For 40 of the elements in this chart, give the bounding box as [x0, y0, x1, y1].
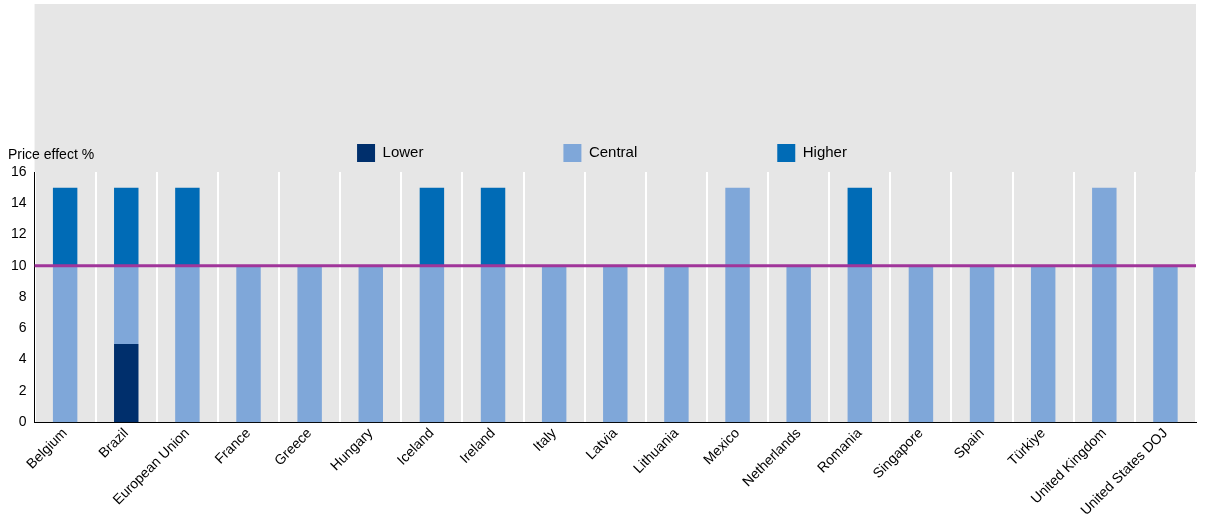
- bar: [847, 265, 873, 423]
- y-tick-label: 14: [10, 194, 27, 211]
- bar: [725, 187, 750, 423]
- y-tick-label: 0: [18, 413, 27, 429]
- bar: [786, 265, 811, 423]
- bar: [603, 265, 628, 423]
- bar: [52, 187, 78, 266]
- bar: [480, 187, 506, 266]
- bar: [664, 265, 689, 423]
- bar: [480, 265, 506, 423]
- y-tick-label: 10: [10, 256, 27, 273]
- legend-label: Higher: [802, 143, 847, 161]
- bar: [114, 343, 139, 423]
- bar: [541, 265, 567, 423]
- bar: [847, 187, 873, 266]
- bar: [1030, 265, 1056, 423]
- legend-label: Lower: [382, 143, 424, 161]
- bar: [1092, 187, 1117, 423]
- y-tick-label: 12: [10, 225, 27, 242]
- bar: [908, 265, 934, 423]
- bar: [1153, 265, 1178, 423]
- bar: [52, 265, 78, 423]
- y-tick-label: 16: [10, 162, 27, 179]
- x-tick-label: Italy: [529, 424, 560, 455]
- y-tick-label: 8: [18, 287, 27, 304]
- bar: [175, 265, 200, 423]
- y-axis-title: Price effect %: [8, 145, 95, 162]
- y-tick-label: 6: [18, 319, 27, 336]
- bar: [358, 265, 383, 423]
- bar: [419, 265, 445, 423]
- y-tick-label: 2: [18, 381, 27, 398]
- bar: [175, 187, 200, 266]
- bar: [297, 265, 322, 423]
- bar: [236, 265, 261, 423]
- legend-label: Central: [588, 143, 638, 161]
- bar: [114, 187, 139, 266]
- bar: [969, 265, 995, 423]
- y-tick-label: 4: [18, 350, 27, 367]
- bar: [114, 265, 139, 344]
- bar: [419, 187, 445, 266]
